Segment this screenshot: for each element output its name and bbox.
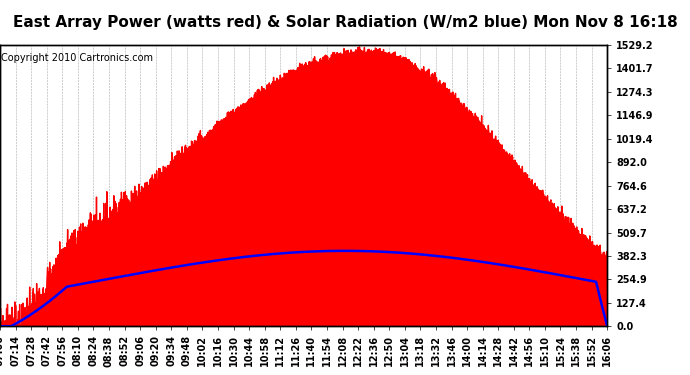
Text: Copyright 2010 Cartronics.com: Copyright 2010 Cartronics.com: [1, 54, 153, 63]
Text: East Array Power (watts red) & Solar Radiation (W/m2 blue) Mon Nov 8 16:18: East Array Power (watts red) & Solar Rad…: [12, 15, 678, 30]
